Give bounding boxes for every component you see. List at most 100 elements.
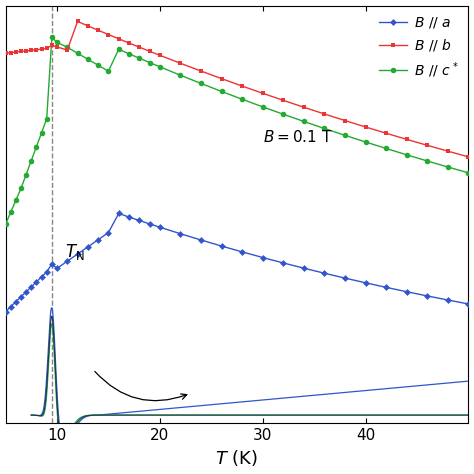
$B\ //\ a$ [445,297,451,303]
$B\ //\ a$ [219,243,224,249]
$B\ //\ c^*$ [3,221,9,227]
$B\ //\ b$ [95,27,101,33]
$B\ //\ b$ [116,36,121,42]
$B\ //\ c^*$ [363,139,368,145]
$B\ //\ b$ [157,53,163,58]
$B\ //\ c^*$ [157,64,163,70]
$B\ //\ c^*$ [13,198,18,203]
$B\ //\ c^*$ [239,96,245,102]
$B\ //\ c^*$ [18,186,24,191]
$B\ //\ c^*$ [260,104,265,109]
$B\ //\ a$ [49,261,55,267]
$B\ //\ b$ [28,47,34,53]
$B\ //\ b$ [54,44,60,50]
$B\ //\ a$ [85,244,91,250]
Text: $T_{\rm N}$: $T_{\rm N}$ [65,242,85,262]
$B\ //\ c^*$ [44,116,50,122]
$B\ //\ b$ [383,130,389,136]
$B\ //\ a$ [404,289,410,294]
$B\ //\ c^*$ [137,55,142,61]
$B\ //\ c^*$ [404,152,410,158]
$B\ //\ b$ [75,18,81,24]
$B\ //\ a$ [260,255,265,260]
$B\ //\ c^*$ [465,170,471,176]
$B\ //\ b$ [39,46,45,52]
$B\ //\ c^*$ [178,73,183,78]
$B\ //\ c^*$ [424,158,430,164]
X-axis label: $T\ \mathrm{(K)}$: $T\ \mathrm{(K)}$ [216,448,258,468]
$B\ //\ b$ [85,23,91,29]
$B\ //\ c^*$ [49,35,55,40]
$B\ //\ a$ [13,299,18,305]
$B\ //\ c^*$ [126,51,132,56]
$B\ //\ a$ [383,284,389,290]
$B\ //\ a$ [106,230,111,236]
$B\ //\ b$ [342,118,348,123]
$B\ //\ b$ [3,50,9,56]
$B\ //\ a$ [157,224,163,230]
$B\ //\ c^*$ [54,39,60,45]
$B\ //\ a$ [137,218,142,223]
$B\ //\ b$ [281,98,286,103]
$B\ //\ c^*$ [321,126,327,131]
$B\ //\ a$ [3,309,9,315]
$B\ //\ a$ [147,221,153,227]
$B\ //\ b$ [147,48,153,54]
$B\ //\ a$ [198,237,204,243]
$B\ //\ c^*$ [95,63,101,68]
Legend: $B\ //\ a$, $B\ //\ b$, $B\ //\ c^*$: $B\ //\ a$, $B\ //\ b$, $B\ //\ c^*$ [374,10,464,85]
$B\ //\ c^*$ [383,146,389,151]
Line: $B\ //\ b$: $B\ //\ b$ [3,19,471,159]
$B\ //\ b$ [321,111,327,117]
$B\ //\ c^*$ [106,68,111,74]
$B\ //\ a$ [301,265,307,271]
$B\ //\ a$ [75,251,81,257]
$B\ //\ b$ [64,47,70,53]
$B\ //\ a$ [239,249,245,255]
$B\ //\ b$ [137,44,142,50]
$B\ //\ c^*$ [445,164,451,170]
$B\ //\ a$ [39,274,45,280]
$B\ //\ c^*$ [342,133,348,138]
$B\ //\ c^*$ [75,50,81,56]
$B\ //\ c^*$ [28,158,34,164]
$B\ //\ a$ [342,275,348,281]
$B\ //\ a$ [54,265,60,271]
$B\ //\ a$ [281,260,286,266]
$B\ //\ c^*$ [219,89,224,94]
$B\ //\ b$ [424,143,430,148]
$B\ //\ c^*$ [34,144,39,149]
$B\ //\ c^*$ [64,45,70,50]
$B\ //\ a$ [116,210,121,216]
$B\ //\ a$ [64,258,70,264]
$B\ //\ c^*$ [198,81,204,86]
$B\ //\ c^*$ [301,118,307,124]
$B\ //\ b$ [465,154,471,160]
$B\ //\ a$ [28,284,34,290]
$B\ //\ c^*$ [281,111,286,117]
$B\ //\ b$ [301,104,307,110]
$B\ //\ a$ [44,269,50,275]
$B\ //\ a$ [95,237,101,243]
Line: $B\ //\ a$: $B\ //\ a$ [3,211,471,314]
$B\ //\ a$ [363,280,368,286]
$B\ //\ a$ [34,279,39,285]
$B\ //\ a$ [23,289,29,295]
$B\ //\ a$ [424,293,430,299]
$B\ //\ b$ [49,43,55,48]
$B\ //\ b$ [8,50,14,55]
$B\ //\ a$ [178,231,183,237]
$B\ //\ b$ [18,49,24,55]
$B\ //\ b$ [404,137,410,142]
$B\ //\ b$ [13,49,18,55]
$B\ //\ c^*$ [23,172,29,177]
$B\ //\ b$ [219,76,224,82]
$B\ //\ c^*$ [147,60,153,65]
Text: $B = 0.1\ \mathrm{T}$: $B = 0.1\ \mathrm{T}$ [263,129,332,145]
$B\ //\ c^*$ [39,130,45,136]
$B\ //\ b$ [23,48,29,54]
$B\ //\ b$ [363,124,368,130]
$B\ //\ b$ [260,91,265,96]
$B\ //\ b$ [44,46,50,51]
$B\ //\ b$ [445,148,451,154]
